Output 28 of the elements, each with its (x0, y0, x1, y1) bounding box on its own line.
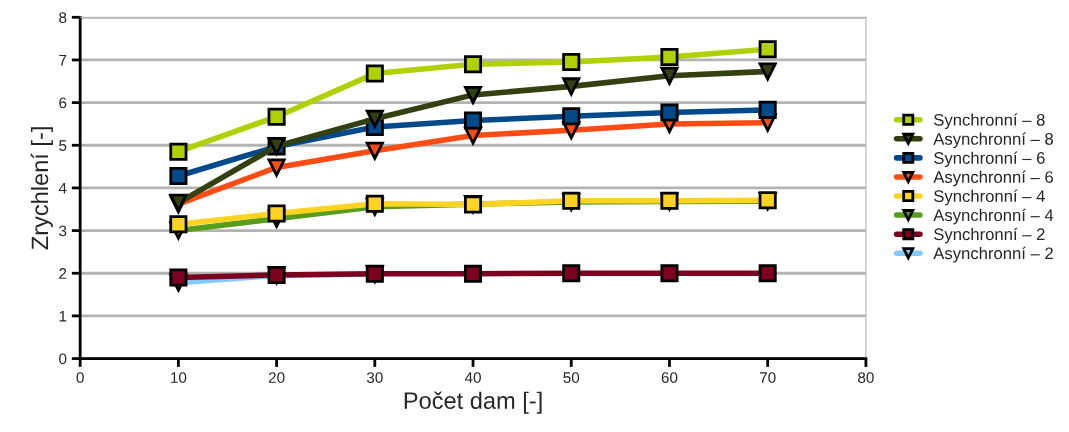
legend-label: Synchronní – 4 (934, 189, 1045, 206)
legend-label: Asynchronní – 4 (933, 208, 1054, 225)
x-tick-label: 20 (268, 372, 285, 383)
legend-label: Synchronní – 6 (934, 151, 1045, 168)
x-tick-label: 70 (759, 372, 776, 383)
y-tick-label: 3 (59, 225, 67, 237)
y-tick-label: 7 (59, 54, 67, 66)
x-axis-title: Počet dam [-] (404, 391, 542, 414)
y-tick-label: 0 (59, 353, 67, 365)
legend-label: Synchronní – 2 (934, 227, 1045, 244)
x-tick-label: 50 (563, 372, 580, 383)
y-tick-label: 6 (59, 97, 67, 109)
y-tick-label: 8 (59, 12, 67, 23)
legend-label: Synchronní – 8 (934, 113, 1045, 130)
y-tick-label: 1 (59, 310, 67, 322)
x-tick-label: 80 (858, 372, 874, 383)
legend-label: Asynchronní – 2 (933, 246, 1053, 263)
y-axis-title: Zrychlení [-] (30, 127, 53, 250)
x-tick-label: 0 (76, 372, 84, 383)
y-tick-label: 5 (59, 140, 67, 151)
legend-label: Asynchronní – 8 (933, 132, 1053, 149)
x-tick-label: 40 (464, 372, 481, 383)
x-tick-label: 60 (661, 372, 678, 383)
y-tick-label: 4 (58, 182, 67, 194)
legend-label: Asynchronní – 6 (933, 170, 1053, 187)
x-tick-label: 30 (366, 372, 383, 383)
x-tick-label: 10 (171, 372, 187, 383)
y-tick-label: 2 (59, 268, 67, 279)
